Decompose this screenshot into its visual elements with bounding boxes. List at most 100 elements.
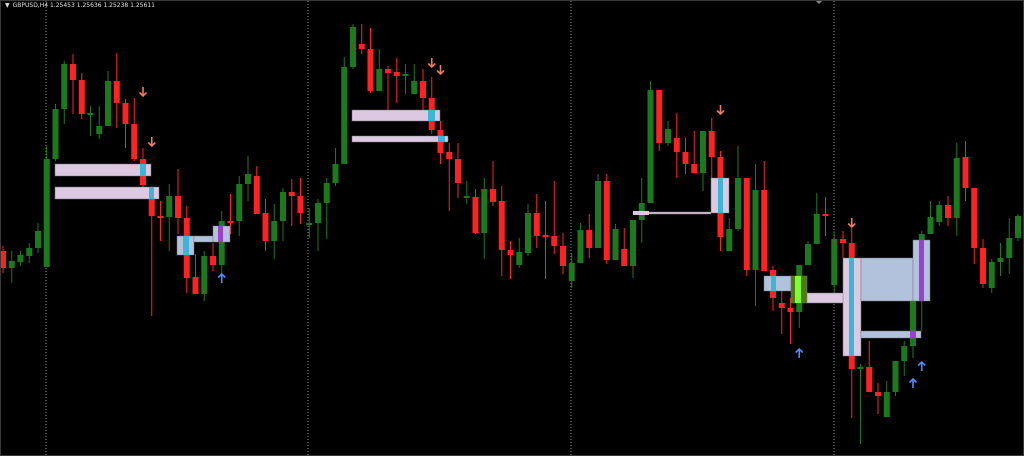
bull-candle — [411, 81, 418, 94]
bull-candle — [280, 192, 286, 221]
sell-arrow-icon — [138, 87, 148, 98]
bear-candle — [621, 249, 628, 266]
zone-marker — [218, 226, 223, 242]
bull-candle — [26, 248, 33, 256]
bull-candle — [52, 109, 59, 159]
bear-candle — [490, 189, 496, 202]
bear-candle — [227, 221, 234, 223]
bull-candle — [43, 159, 50, 267]
zone-marker — [919, 240, 924, 301]
shift-marker-icon — [816, 1, 822, 4]
bull-candle — [218, 221, 225, 265]
zone-marker — [910, 331, 916, 338]
bull-candle — [647, 90, 654, 203]
bull-candle — [105, 81, 111, 126]
bull-candle — [61, 64, 68, 109]
bull-candle — [892, 361, 899, 392]
bull-candle — [350, 27, 356, 67]
bear-candle — [822, 214, 829, 216]
bull-candle — [726, 229, 733, 251]
bear-candle — [507, 250, 514, 255]
symbol-label: GBPUSD,H4 — [12, 2, 49, 9]
bear-candle — [787, 308, 794, 312]
bull-candle — [271, 221, 278, 241]
bear-candle — [708, 131, 715, 157]
triangle-down-icon[interactable]: ▼ — [5, 2, 10, 9]
bear-candle — [682, 152, 689, 164]
bull-candle — [805, 244, 811, 265]
bull-candle — [525, 213, 531, 253]
bear-candle — [980, 248, 986, 284]
bear-candle — [691, 164, 698, 173]
bull-candle — [813, 214, 820, 244]
zone-marker — [633, 211, 649, 215]
bear-candle — [1, 251, 6, 268]
bull-candle — [341, 67, 348, 164]
bear-candle — [945, 205, 951, 218]
bear-candle — [297, 196, 304, 213]
zone-marker — [140, 164, 146, 176]
bear-candle — [210, 256, 216, 265]
buy-arrow-icon — [217, 272, 226, 283]
demand-zone — [860, 257, 914, 302]
bear-candle — [673, 138, 680, 152]
bull-candle — [953, 158, 960, 218]
zone-marker — [428, 110, 435, 121]
bear-candle — [551, 236, 558, 246]
bull-candle — [630, 220, 636, 266]
bull-candle — [315, 203, 321, 223]
buy-arrow-icon — [917, 360, 926, 371]
bear-candle — [367, 49, 374, 91]
bear-candle — [358, 44, 365, 49]
bull-candle — [901, 346, 908, 361]
demand-zone — [860, 330, 922, 339]
bear-candle — [253, 176, 260, 214]
bull-candle — [166, 196, 173, 217]
bull-candle — [752, 190, 759, 270]
bull-candle — [87, 113, 94, 115]
bear-candle — [192, 277, 199, 294]
bear-candle — [656, 90, 663, 143]
buy-arrow-icon — [795, 347, 804, 358]
bear-candle — [385, 69, 391, 73]
bull-candle — [376, 69, 383, 91]
supply-zone — [351, 109, 441, 122]
bull-candle — [402, 74, 409, 76]
sell-arrow-icon — [716, 105, 725, 116]
bull-candle — [910, 301, 916, 346]
bull-candle — [927, 217, 934, 234]
bull-candle — [516, 252, 523, 265]
sell-arrow-icon — [147, 137, 156, 148]
buy-arrow-icon — [908, 377, 918, 388]
bull-candle — [735, 178, 741, 229]
bull-candle — [1006, 238, 1013, 258]
sell-arrow-icon — [427, 58, 436, 69]
ohlc-readout: 1.25453 1.25636 1.25238 1.25611 — [50, 2, 155, 9]
bull-candle — [332, 164, 339, 183]
zone-connector — [806, 292, 845, 304]
bull-candle — [201, 256, 208, 294]
chart-title: ▼ GBPUSD,H4 1.25453 1.25636 1.25238 1.256… — [5, 2, 155, 9]
bear-candle — [446, 152, 453, 159]
bear-candle — [603, 181, 610, 260]
zone-marker — [795, 276, 801, 303]
bear-candle — [866, 367, 873, 392]
bear-candle — [113, 81, 120, 103]
bear-candle — [148, 198, 155, 216]
bull-candle — [96, 126, 103, 134]
bull-candle — [1015, 216, 1021, 238]
bear-candle — [78, 80, 85, 114]
sell-arrow-icon — [436, 65, 445, 76]
bull-candle — [665, 129, 671, 143]
bear-candle — [560, 246, 566, 266]
bear-candle — [586, 230, 593, 248]
bull-candle — [988, 262, 995, 288]
zone-marker — [183, 236, 189, 255]
zone-marker — [771, 276, 776, 291]
bear-candle — [472, 197, 479, 233]
bear-candle — [122, 103, 129, 124]
zone-marker — [718, 178, 723, 213]
bear-candle — [761, 190, 768, 271]
